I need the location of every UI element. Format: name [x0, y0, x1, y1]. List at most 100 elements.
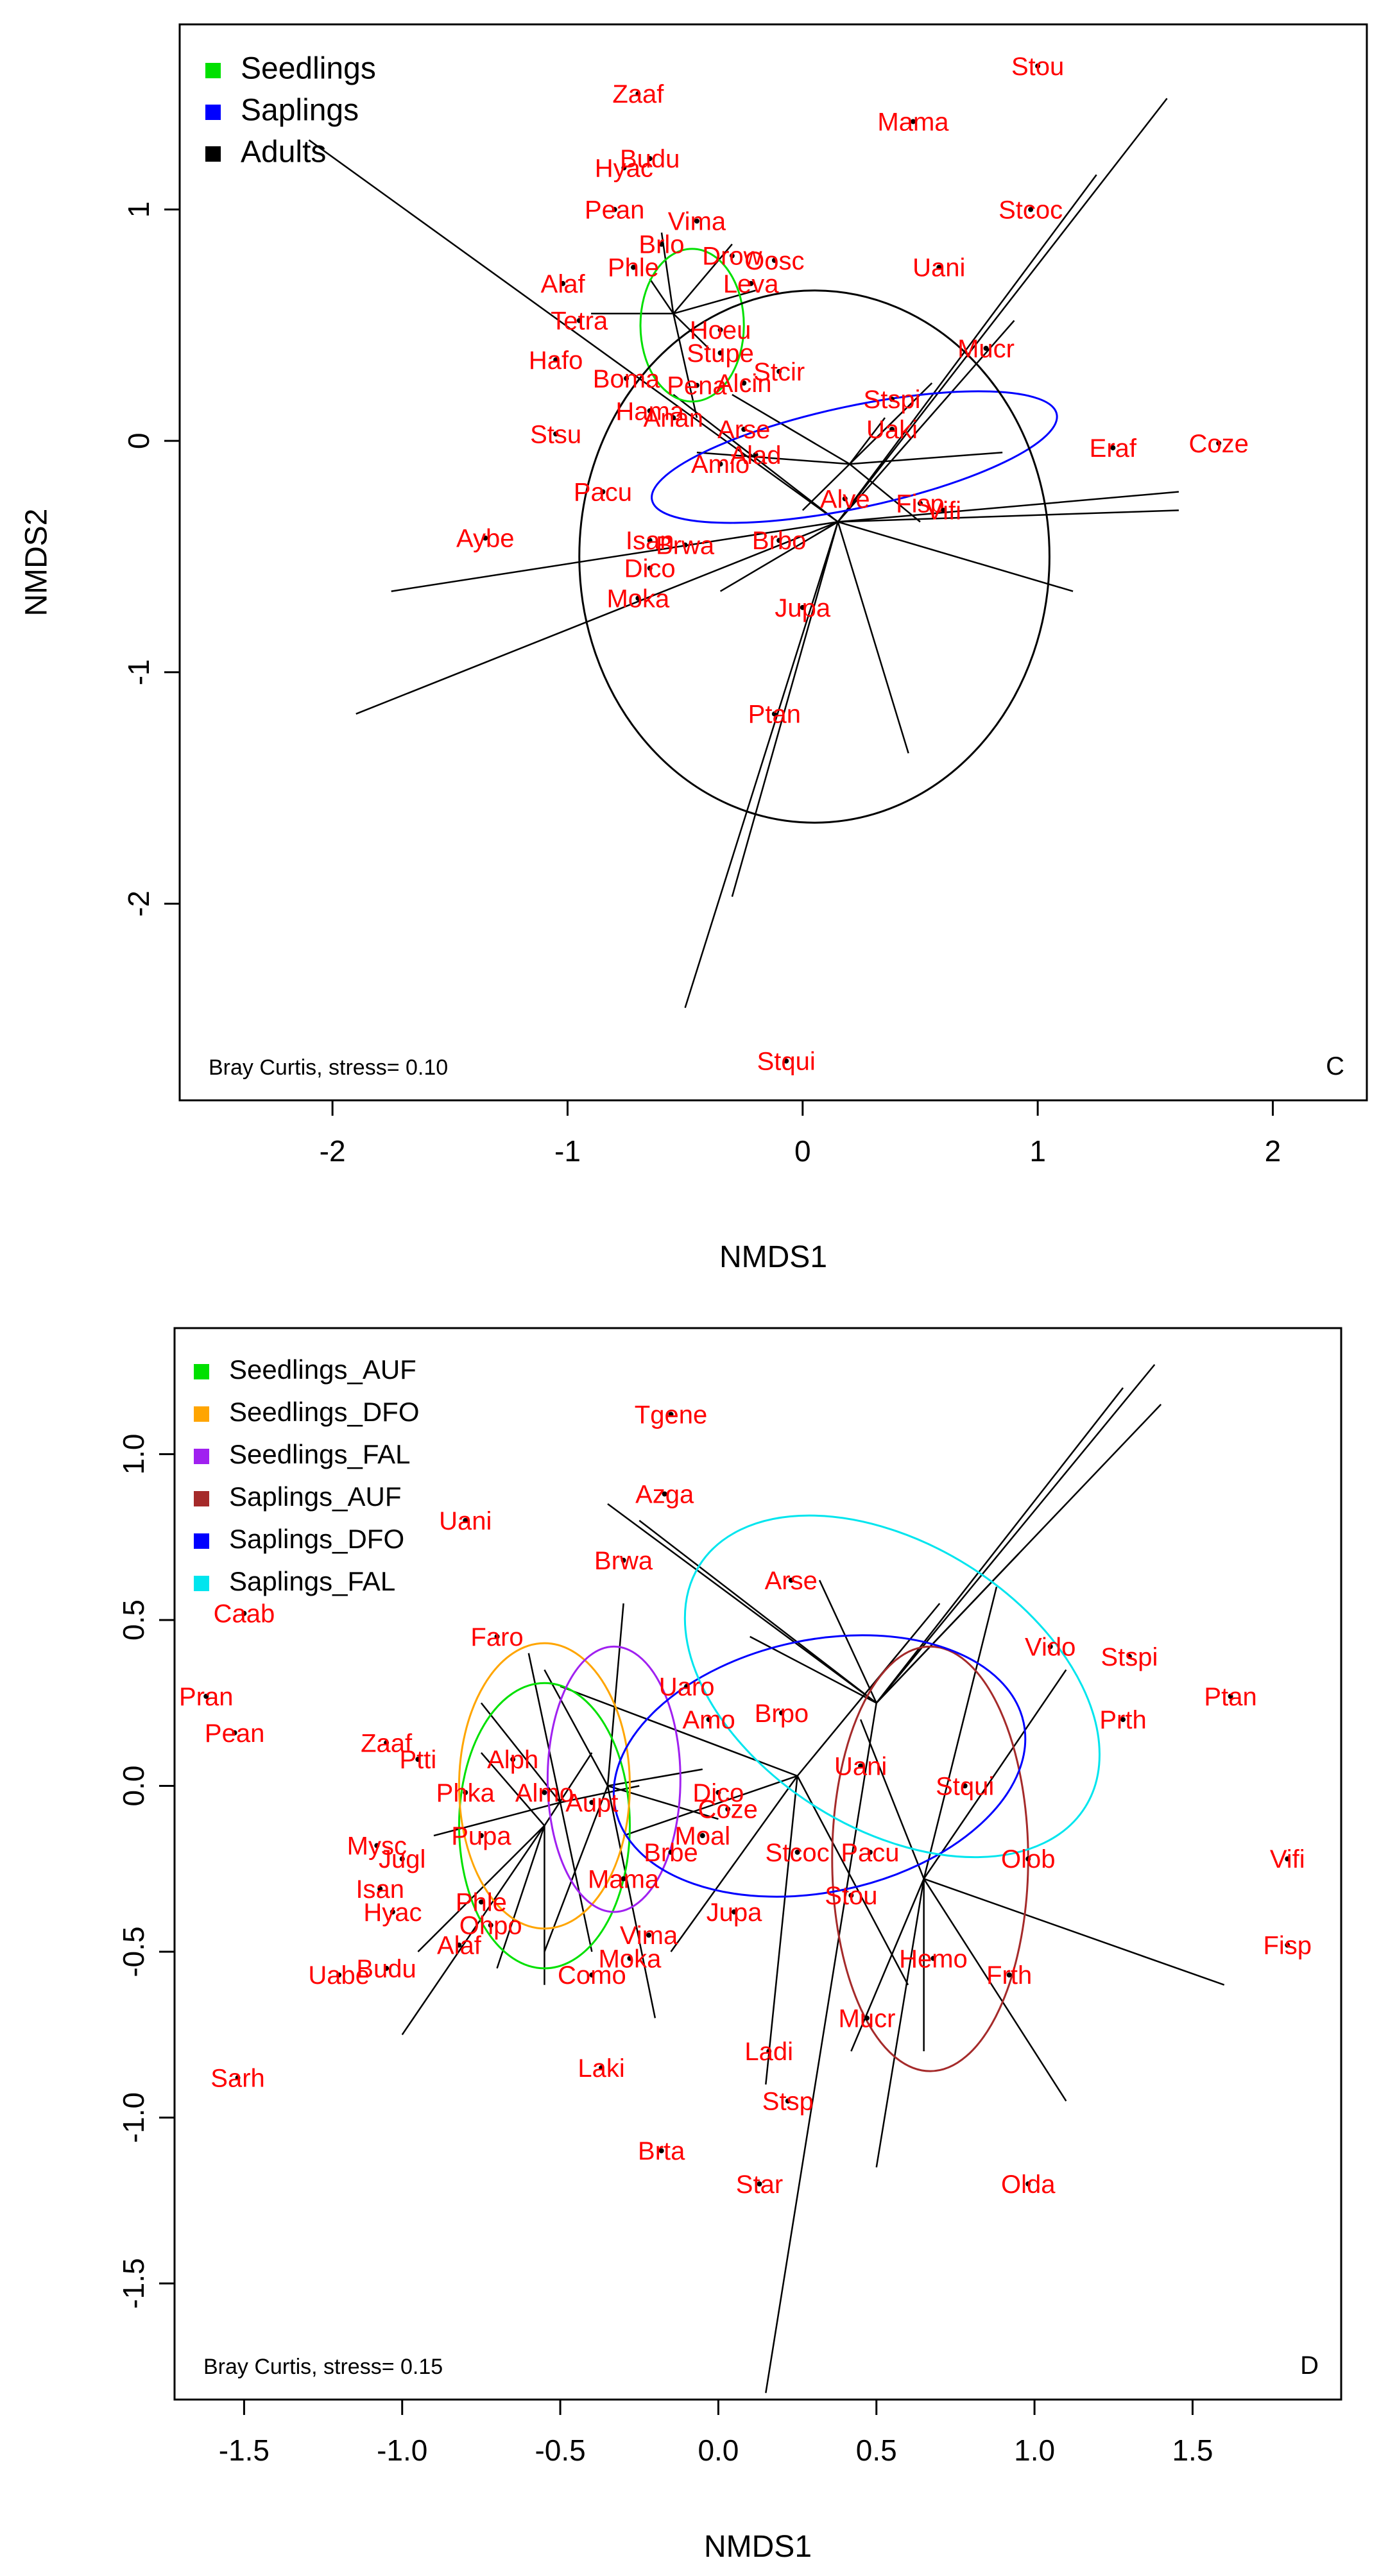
site-point — [553, 357, 559, 363]
species-label: Phle — [608, 254, 659, 282]
site-point — [910, 119, 916, 124]
ellipse-saplings — [651, 390, 1058, 524]
species-label: Tetra — [551, 307, 608, 336]
site-point — [384, 1965, 390, 1971]
ellipse-adults — [578, 289, 1050, 824]
site-point — [599, 2065, 604, 2070]
species-label: Hafo — [529, 346, 583, 375]
species-label: Ptti — [399, 1746, 436, 1774]
species-label: Uani — [913, 254, 965, 282]
site-point — [576, 318, 582, 323]
x-tick-label: -1.5 — [219, 2434, 270, 2467]
ellipse-seedlings-dfo — [458, 1642, 631, 1930]
legend-swatch — [194, 1491, 209, 1506]
species-label: Brwa — [656, 531, 715, 559]
site-point — [741, 380, 747, 386]
species-label: Caab — [214, 1600, 275, 1628]
spider-line — [559, 1802, 593, 1952]
species-label: Stspi — [1101, 1643, 1158, 1671]
species-label: Phka — [436, 1779, 495, 1807]
site-point — [635, 91, 641, 97]
species-label: Moka — [599, 1945, 662, 1973]
site-point — [771, 711, 777, 717]
species-label: Anan — [644, 404, 703, 432]
spider-line — [480, 1752, 545, 1827]
site-point — [377, 1886, 383, 1891]
spider-line — [923, 1878, 1225, 1986]
site-point — [658, 2148, 664, 2154]
species-label: Aupt — [565, 1789, 618, 1817]
site-point — [757, 2181, 762, 2187]
species-label: Jupa — [775, 594, 830, 622]
y-tick-label: 1 — [122, 201, 155, 218]
y-tick-label: -0.5 — [117, 1926, 150, 1977]
site-point — [621, 1876, 626, 1882]
spider-line — [837, 174, 1097, 523]
species-label: Stou — [1011, 53, 1064, 81]
x-tick-label: 1.5 — [1172, 2434, 1213, 2467]
site-point — [983, 345, 989, 351]
site-point — [488, 1922, 493, 1928]
site-point — [658, 241, 664, 247]
spider-line — [731, 522, 839, 897]
site-point — [241, 1610, 247, 1616]
species-label: Hyac — [595, 155, 653, 183]
spider-line — [696, 451, 850, 465]
site-point — [842, 496, 848, 502]
species-label: Zaaf — [612, 80, 664, 108]
species-label: Stqui — [757, 1048, 816, 1076]
panel-c: -2 -1 0 1 2 -2 -1 0 1 NMDS1 NMDS2 Stou Mama Stcoc Uani… — [20, 23, 1368, 1274]
spider-line — [673, 289, 756, 315]
spider-line — [544, 1752, 593, 1827]
species-label: Stcir — [753, 358, 805, 386]
species-label: Isan — [626, 527, 674, 555]
site-point — [889, 397, 895, 402]
site-point — [717, 327, 723, 333]
spider-line — [837, 320, 1015, 523]
site-point — [627, 1956, 633, 1961]
species-label: Uani — [439, 1507, 492, 1535]
site-point — [553, 431, 559, 437]
panel-letter: C — [1326, 1052, 1344, 1080]
legend-swatch — [194, 1533, 209, 1549]
site-point — [717, 350, 723, 356]
spider-line — [849, 451, 1003, 465]
species-label: Brwa — [594, 1547, 653, 1575]
species-label: Vima — [668, 208, 726, 236]
site-point — [778, 1710, 784, 1716]
x-tick-label: -1.0 — [377, 2434, 427, 2467]
spider-line — [391, 521, 838, 592]
legend-swatch — [205, 63, 221, 78]
legend-label: Seedlings_DFO — [229, 1397, 419, 1427]
species-label: Fisp — [1263, 1932, 1312, 1960]
ellipse-seedlings — [639, 248, 745, 403]
site-point — [1047, 1644, 1053, 1650]
site-point — [647, 565, 653, 571]
spider-line — [750, 1635, 877, 1704]
site-point — [716, 1789, 721, 1795]
panel-letter: D — [1300, 2351, 1319, 2380]
site-point — [1126, 1653, 1132, 1659]
species-label: Budu — [620, 145, 680, 173]
species-label: Pran — [179, 1683, 234, 1711]
site-point — [684, 1684, 690, 1689]
species-label: Faro — [470, 1623, 523, 1651]
species-label: Phle — [456, 1888, 507, 1916]
legend-swatch — [194, 1406, 209, 1422]
species-label: Alve — [820, 485, 870, 513]
spider-line — [623, 1775, 798, 1837]
site-point — [800, 604, 805, 610]
site-point — [589, 1800, 595, 1805]
site-point — [415, 1757, 421, 1762]
spider-line — [649, 278, 674, 314]
species-label: Zaaf — [361, 1729, 413, 1757]
species-label: Sarh — [210, 2064, 265, 2092]
y-tick-label: -1.0 — [117, 2092, 150, 2143]
site-point — [867, 1849, 873, 1855]
site-point — [699, 1833, 705, 1839]
site-point — [600, 489, 606, 495]
spider-line — [818, 1580, 877, 1703]
legend-label: Saplings — [241, 94, 359, 128]
site-point — [235, 2075, 241, 2081]
